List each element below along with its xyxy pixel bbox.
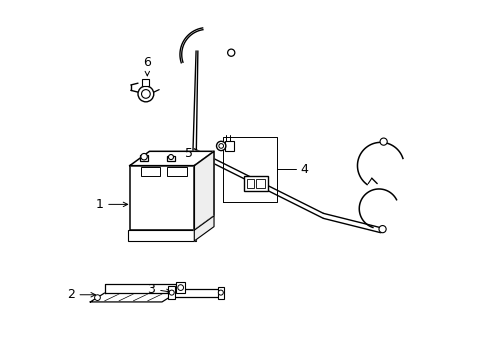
Bar: [128, 230, 196, 241]
Circle shape: [168, 154, 173, 159]
Circle shape: [378, 226, 386, 233]
Polygon shape: [104, 284, 176, 293]
Bar: [224, 141, 233, 151]
Circle shape: [141, 90, 150, 98]
Bar: [217, 287, 224, 299]
Bar: [140, 167, 160, 176]
Circle shape: [379, 138, 386, 145]
Circle shape: [138, 86, 153, 102]
Bar: [140, 155, 148, 161]
Circle shape: [178, 285, 183, 291]
Text: 1: 1: [95, 198, 127, 211]
Text: 6: 6: [143, 56, 151, 76]
Circle shape: [141, 153, 147, 160]
Bar: [168, 286, 175, 300]
Polygon shape: [194, 216, 214, 241]
Circle shape: [94, 295, 100, 301]
Bar: [129, 166, 194, 230]
Polygon shape: [129, 151, 214, 166]
Polygon shape: [90, 293, 176, 302]
Polygon shape: [194, 151, 214, 230]
Text: 4: 4: [300, 163, 307, 176]
Bar: [167, 167, 187, 176]
Circle shape: [227, 49, 234, 56]
Text: 5: 5: [184, 147, 192, 159]
Bar: [142, 79, 148, 86]
Text: 3: 3: [147, 283, 170, 296]
Circle shape: [169, 290, 174, 295]
Bar: [244, 176, 267, 191]
Bar: [255, 179, 264, 188]
Bar: [167, 156, 174, 161]
Bar: [176, 282, 185, 293]
Bar: [247, 179, 253, 188]
Circle shape: [219, 144, 223, 148]
Text: 2: 2: [66, 288, 95, 301]
Bar: [172, 289, 219, 297]
Circle shape: [216, 141, 225, 150]
Circle shape: [218, 290, 223, 295]
